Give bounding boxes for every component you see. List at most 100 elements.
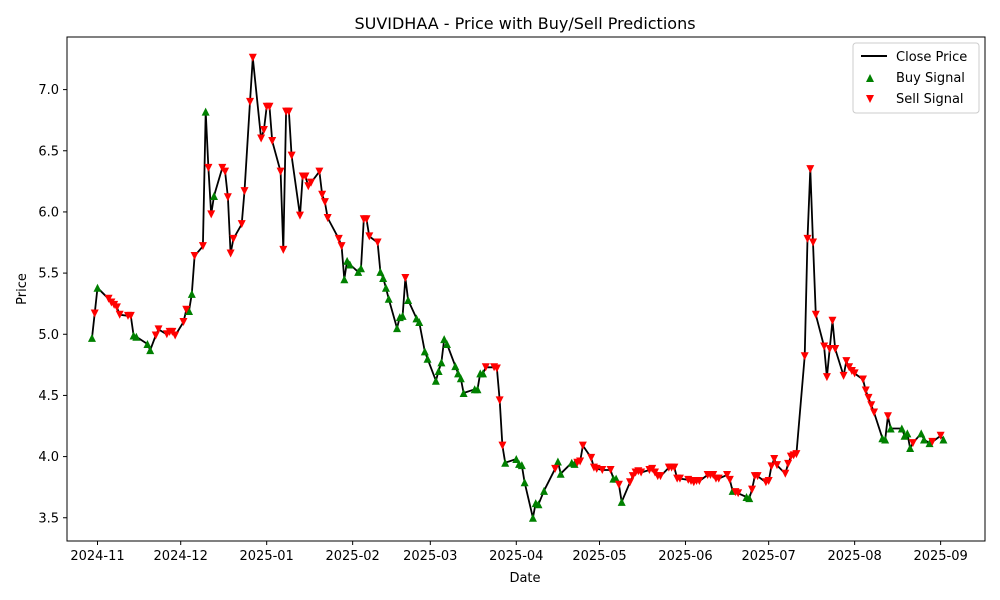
- sell-signal-marker: [867, 401, 876, 410]
- legend: Close Price Buy Signal Sell Signal: [852, 42, 980, 114]
- buy-signal-marker: [87, 333, 96, 342]
- sell-signal-marker: [240, 187, 249, 196]
- buy-signal-marker: [517, 461, 526, 470]
- buy-signal-marker: [434, 366, 443, 375]
- sell-signal-marker: [307, 178, 316, 187]
- buy-signal-marker: [356, 264, 365, 273]
- buy-signal-marker: [520, 478, 529, 487]
- y-axis: 3.5 4.0 4.5 5.0 5.5 6.0 6.5 7.0: [38, 83, 67, 526]
- sell-signal-marker: [637, 468, 646, 477]
- x-tick-label: 2025-04: [489, 549, 543, 564]
- sell-signal-marker: [858, 375, 867, 384]
- sell-signal-marker: [809, 238, 818, 247]
- buy-signal-marker: [919, 435, 928, 444]
- buy-signal-marker: [442, 340, 451, 349]
- legend-buy-triangle-icon: [866, 74, 874, 82]
- sell-signal-marker: [831, 344, 840, 353]
- sell-signal-marker: [284, 107, 293, 116]
- sell-signal-marker: [337, 242, 346, 251]
- buy-signal-marker: [553, 457, 562, 466]
- sell-signal-marker: [803, 234, 812, 243]
- x-axis: 2024-11 2024-12 2025-01 2025-02 2025-03 2025-…: [70, 541, 968, 564]
- sell-signal-marker: [839, 371, 848, 380]
- buy-signal-marker: [570, 459, 579, 468]
- sell-signal-marker: [576, 457, 585, 466]
- y-tick-label: 4.0: [38, 450, 59, 465]
- sell-signal-marker: [626, 478, 635, 487]
- buy-signal-marker: [201, 107, 210, 116]
- buy-signal-marker: [473, 385, 482, 394]
- buy-signal-marker: [501, 458, 510, 467]
- buy-signal-marker: [431, 376, 440, 385]
- y-tick-label: 5.0: [38, 328, 59, 343]
- sell-signal-marker: [323, 214, 332, 223]
- sell-signal-marker: [287, 151, 296, 160]
- buy-signal-marker: [459, 388, 468, 397]
- y-tick-label: 6.0: [38, 205, 59, 220]
- x-tick-label: 2024-12: [154, 549, 208, 564]
- buy-signal-marker: [209, 192, 218, 201]
- buy-signal-marker: [612, 474, 621, 483]
- buy-signal-marker: [440, 335, 449, 344]
- plot-area: [66, 36, 986, 542]
- sell-signal-marker: [578, 441, 587, 450]
- buy-signal-marker: [415, 318, 424, 327]
- sell-signal-marker: [908, 439, 917, 448]
- sell-signal-marker: [748, 485, 757, 494]
- sell-signal-marker: [171, 331, 180, 340]
- sell-signal-marker: [767, 462, 776, 471]
- sell-signal-marker: [226, 249, 235, 258]
- sell-signal-marker: [587, 453, 596, 462]
- buy-signal-marker: [393, 324, 402, 333]
- sell-signal-marker: [936, 431, 945, 440]
- buy-signal-marker: [93, 283, 102, 292]
- x-tick-label: 2025-01: [240, 549, 294, 564]
- sell-signal-marker: [675, 474, 684, 483]
- sell-signal-marker: [495, 396, 504, 405]
- sell-signal-marker: [279, 245, 288, 254]
- sell-signal-marker: [204, 163, 213, 172]
- sell-signal-marker: [800, 352, 809, 361]
- sell-signal-marker: [551, 464, 560, 473]
- sell-signal-marker: [90, 309, 99, 318]
- plot-frame: [66, 36, 986, 542]
- sell-signal-marker: [822, 373, 831, 382]
- sell-signal-marker: [223, 193, 232, 202]
- sell-signal-marker: [928, 437, 937, 446]
- sell-signal-marker: [784, 459, 793, 468]
- buy-signal-markers: [87, 107, 948, 522]
- buy-signal-marker: [340, 275, 349, 284]
- sell-signal-marker: [246, 97, 255, 106]
- sell-signal-marker: [714, 474, 723, 483]
- sell-signal-marker: [190, 251, 199, 260]
- buy-signal-marker: [398, 311, 407, 320]
- sell-signal-marker: [753, 472, 762, 481]
- buy-signal-marker: [381, 283, 390, 292]
- sell-signal-marker: [606, 466, 615, 475]
- sell-signal-marker: [850, 369, 859, 378]
- buy-signal-marker: [512, 455, 521, 464]
- x-tick-label: 2025-05: [572, 549, 626, 564]
- sell-signal-marker: [179, 318, 188, 327]
- sell-signal-marker: [842, 357, 851, 366]
- buy-signal-marker: [423, 354, 432, 363]
- sell-signal-marker: [154, 325, 163, 334]
- buy-signal-marker: [187, 289, 196, 298]
- y-tick-label: 7.0: [38, 83, 59, 98]
- sell-signal-marker: [198, 242, 207, 251]
- sell-signal-marker: [151, 331, 160, 340]
- buy-signal-marker: [903, 429, 912, 438]
- sell-signal-marker: [295, 211, 304, 220]
- legend-label-sell: Sell Signal: [896, 92, 964, 107]
- sell-signal-marker: [883, 412, 892, 421]
- buy-signal-marker: [437, 358, 446, 367]
- buy-signal-marker: [146, 346, 155, 355]
- x-tick-label: 2025-02: [325, 549, 379, 564]
- buy-signal-marker: [454, 369, 463, 378]
- sell-signal-marker: [207, 210, 216, 219]
- sell-signal-marker: [401, 273, 410, 282]
- buy-signal-marker: [451, 362, 460, 371]
- buy-signal-marker: [881, 435, 890, 444]
- sell-signal-marker: [781, 469, 790, 478]
